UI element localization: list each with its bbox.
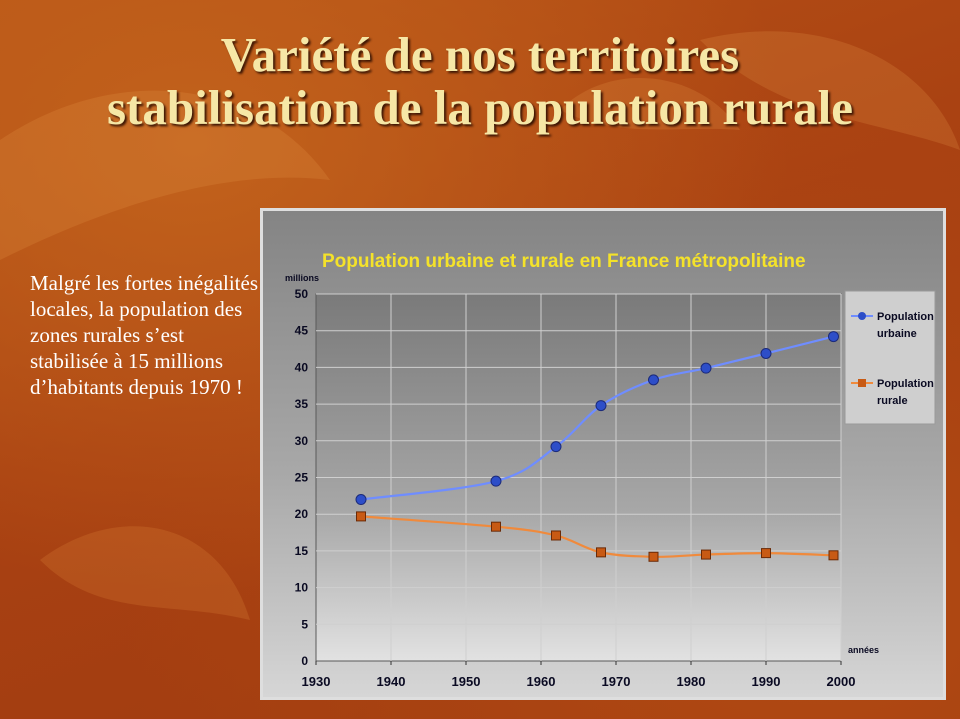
x-tick-label: 1980 bbox=[677, 674, 706, 689]
chart-frame: 0 5 10 15 20 25 30 35 40 45 50 1930 1940 1950 1960 1970… bbox=[260, 208, 946, 700]
x-tick-label: 1990 bbox=[752, 674, 781, 689]
urban-data-point bbox=[700, 362, 712, 374]
y-tick-label: 20 bbox=[295, 507, 309, 521]
axes: 0 5 10 15 20 25 30 35 40 45 50 1930 1940 1950 1960 1970… bbox=[295, 287, 856, 689]
urban-data-point bbox=[828, 331, 839, 343]
population-chart: 0 5 10 15 20 25 30 35 40 45 50 1930 1940 1950 1960 1970… bbox=[263, 211, 943, 697]
y-tick-label: 40 bbox=[295, 360, 309, 374]
rural-data-point bbox=[828, 550, 839, 561]
rural-legend-label: Population rurale bbox=[877, 378, 934, 407]
grid-lines bbox=[316, 293, 842, 661]
x-tick-label: 1950 bbox=[452, 674, 481, 689]
rural-data-point bbox=[701, 549, 711, 560]
rural-data-point bbox=[761, 548, 771, 559]
y-tick-label: 50 bbox=[295, 287, 309, 301]
slide-title-line2: stabilisation de la population rurale bbox=[106, 80, 853, 135]
x-tick-label: 2000 bbox=[827, 674, 856, 689]
urban-data-point bbox=[550, 441, 562, 453]
y-tick-label: 5 bbox=[301, 617, 308, 631]
y-tick-label: 45 bbox=[295, 324, 309, 338]
urban-data-point bbox=[490, 475, 502, 487]
rural-data-point bbox=[648, 551, 659, 562]
urban-data-point bbox=[595, 400, 607, 412]
y-tick-label: 35 bbox=[295, 397, 309, 411]
y-tick-label: 25 bbox=[295, 471, 309, 485]
y-tick-label: 30 bbox=[295, 434, 309, 448]
x-tick-label: 1940 bbox=[377, 674, 406, 689]
slide-body-text: Malgré les fortes inégalités locales, la… bbox=[30, 271, 259, 399]
urban-data-point bbox=[760, 347, 772, 359]
rural-data-point bbox=[491, 521, 501, 532]
legend: Population urbaine Population rurale bbox=[844, 290, 936, 425]
rural-legend-marker bbox=[858, 379, 866, 387]
y-tick-label: 15 bbox=[295, 544, 309, 558]
x-tick-label: 1960 bbox=[527, 674, 556, 689]
x-axis-label: années bbox=[848, 645, 879, 655]
rural-data-point bbox=[551, 530, 561, 541]
x-tick-label: 1930 bbox=[302, 674, 331, 689]
y-tick-label: 10 bbox=[295, 581, 309, 595]
urban-data-point bbox=[648, 374, 659, 386]
chart-title: Population urbaine et rurale en France m… bbox=[322, 251, 806, 272]
slide-title: Variété de nos territoires stabilisation… bbox=[0, 28, 960, 134]
x-tick-label: 1970 bbox=[602, 674, 631, 689]
urban-legend-label: Population urbaine bbox=[877, 311, 934, 340]
urban-data-point bbox=[355, 494, 367, 506]
slide-title-line1: Variété de nos territoires bbox=[220, 27, 740, 82]
rural-data-point bbox=[596, 547, 606, 558]
rural-data-point bbox=[356, 511, 366, 522]
series-layer bbox=[355, 331, 839, 562]
urban-legend-marker bbox=[858, 312, 866, 320]
y-tick-label: 0 bbox=[301, 654, 308, 668]
y-axis-label: millions bbox=[285, 273, 319, 283]
